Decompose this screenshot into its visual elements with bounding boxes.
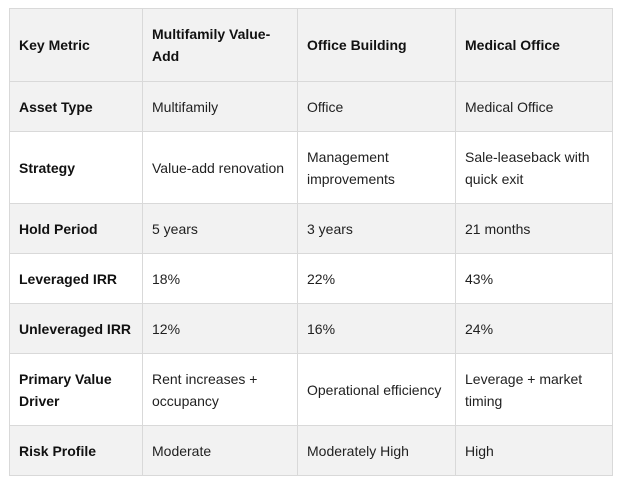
table-row: Unleveraged IRR 12% 16% 24%: [9, 303, 613, 354]
table-row: Leveraged IRR 18% 22% 43%: [9, 253, 613, 304]
table-cell: Management improvements: [297, 131, 456, 204]
table-cell: High: [455, 425, 613, 476]
table-cell: 43%: [455, 253, 613, 304]
table-cell: 18%: [142, 253, 298, 304]
table-cell: 22%: [297, 253, 456, 304]
table-row: Asset Type Multifamily Office Medical Of…: [9, 81, 613, 132]
table-cell: Value-add renovation: [142, 131, 298, 204]
table-cell: Sale-leaseback with quick exit: [455, 131, 613, 204]
table-cell: Rent increases + occupancy: [142, 353, 298, 426]
table-row: Primary Value Driver Rent increases + oc…: [9, 353, 613, 426]
table-cell: Multifamily: [142, 81, 298, 132]
header-office-building: Office Building: [297, 8, 456, 82]
table-cell: Operational efficiency: [297, 353, 456, 426]
metric-label: Asset Type: [9, 81, 143, 132]
metric-label: Leveraged IRR: [9, 253, 143, 304]
table-row: Strategy Value-add renovation Management…: [9, 131, 613, 204]
table-cell: 24%: [455, 303, 613, 354]
metric-label: Hold Period: [9, 203, 143, 254]
metric-label: Primary Value Driver: [9, 353, 143, 426]
table-cell: 3 years: [297, 203, 456, 254]
comparison-table: Key Metric Multifamily Value-Add Office …: [9, 8, 613, 476]
table-row: Hold Period 5 years 3 years 21 months: [9, 203, 613, 254]
table-row: Risk Profile Moderate Moderately High Hi…: [9, 425, 613, 476]
table-cell: 12%: [142, 303, 298, 354]
metric-label: Strategy: [9, 131, 143, 204]
table-cell: 5 years: [142, 203, 298, 254]
table-cell: 16%: [297, 303, 456, 354]
header-multifamily: Multifamily Value-Add: [142, 8, 298, 82]
header-medical-office: Medical Office: [455, 8, 613, 82]
table-cell: Moderate: [142, 425, 298, 476]
header-key-metric: Key Metric: [9, 8, 143, 82]
metric-label: Risk Profile: [9, 425, 143, 476]
metric-label: Unleveraged IRR: [9, 303, 143, 354]
table-cell: 21 months: [455, 203, 613, 254]
table-cell: Leverage + market timing: [455, 353, 613, 426]
table-header-row: Key Metric Multifamily Value-Add Office …: [9, 8, 613, 82]
table-cell: Office: [297, 81, 456, 132]
table-cell: Moderately High: [297, 425, 456, 476]
table-cell: Medical Office: [455, 81, 613, 132]
